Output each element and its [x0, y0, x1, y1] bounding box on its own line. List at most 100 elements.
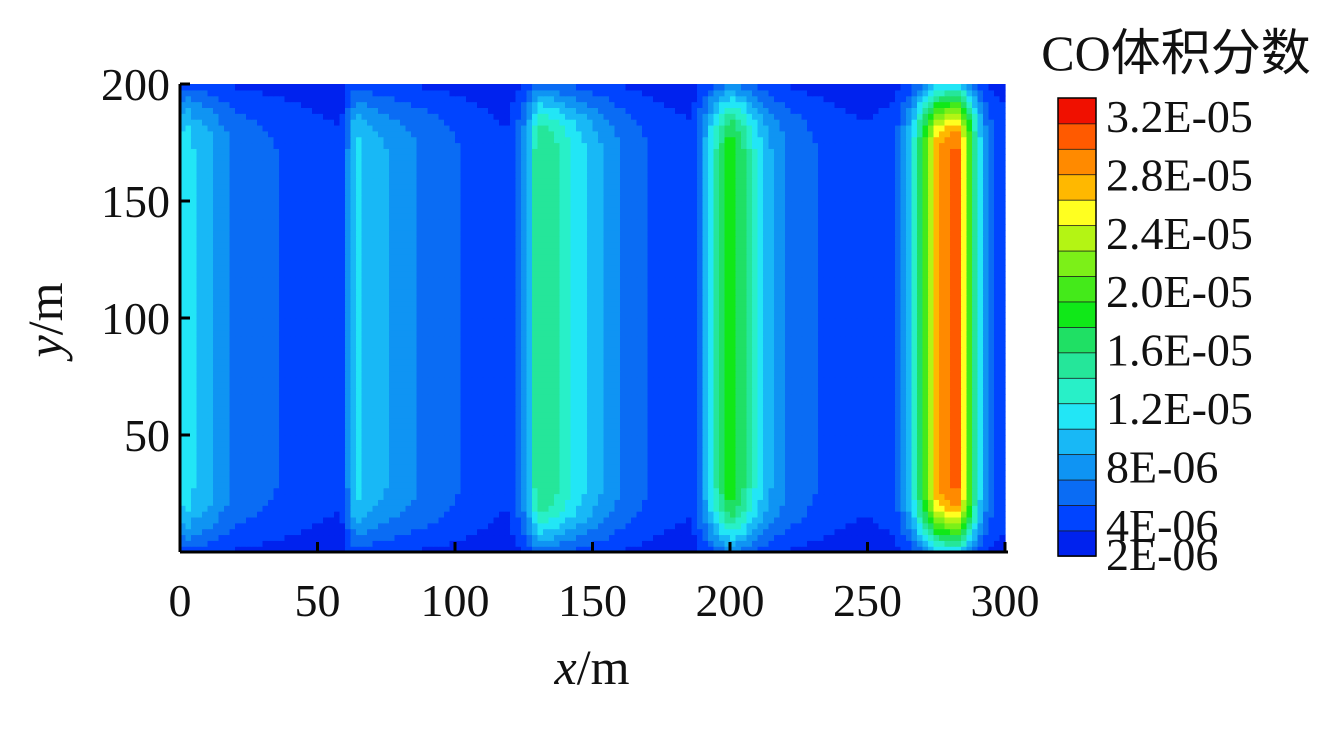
contour-cell: [411, 452, 418, 459]
contour-cell: [251, 516, 258, 524]
contour-cell: [631, 546, 638, 553]
contour-cell: [614, 522, 621, 530]
contour-cell: [290, 423, 297, 430]
contour-cell: [306, 364, 313, 372]
contour-cell: [460, 499, 467, 506]
contour-cell: [504, 370, 511, 378]
contour-cell: [653, 505, 660, 512]
contour-cell: [433, 511, 440, 518]
contour-cell: [565, 435, 572, 442]
contour-cell: [862, 364, 869, 372]
contour-cell: [658, 546, 665, 553]
contour-cell: [367, 516, 374, 524]
contour-cell: [790, 452, 797, 459]
contour-cell: [328, 546, 335, 553]
contour-cell: [834, 440, 841, 448]
contour-cell: [515, 382, 522, 389]
contour-cell: [526, 528, 533, 536]
contour-cell: [515, 405, 522, 413]
contour-cell: [928, 417, 935, 424]
contour-cell: [504, 528, 511, 536]
contour-cell: [257, 446, 264, 454]
contour-cell: [537, 540, 544, 547]
contour-cell: [548, 446, 555, 454]
contour-cell: [284, 493, 291, 500]
contour-cell: [724, 388, 731, 395]
contour-cell: [878, 528, 885, 536]
contour-cell: [191, 458, 198, 465]
contour-cell: [334, 546, 341, 553]
contour-cell: [609, 452, 616, 459]
contour-cell: [438, 370, 445, 378]
contour-cell: [757, 411, 764, 419]
contour-cell: [202, 522, 209, 530]
contour-cell: [416, 435, 423, 442]
contour-cell: [565, 382, 572, 389]
contour-cell: [763, 546, 770, 553]
contour-cell: [499, 446, 506, 454]
contour-cell: [675, 493, 682, 500]
contour-cell: [229, 370, 236, 378]
contour-cell: [257, 417, 264, 424]
contour-cell: [735, 452, 742, 459]
contour-cell: [532, 440, 539, 448]
contour-cell: [922, 505, 929, 512]
contour-cell: [317, 440, 324, 448]
contour-cell: [532, 458, 539, 465]
contour-cell: [510, 382, 517, 389]
contour-cell: [906, 411, 913, 419]
contour-cell: [554, 364, 561, 372]
contour-cell: [339, 516, 346, 524]
contour-cell: [746, 540, 753, 547]
contour-cell: [372, 376, 379, 383]
contour-cell: [477, 511, 484, 518]
contour-cell: [306, 499, 313, 506]
contour-cell: [719, 481, 726, 489]
contour-cell: [295, 458, 302, 465]
contour-cell: [510, 470, 517, 477]
contour-cell: [928, 435, 935, 442]
contour-cell: [944, 382, 951, 389]
contour-cell: [774, 493, 781, 500]
contour-cell: [433, 528, 440, 536]
contour-cell: [427, 405, 434, 413]
contour-cell: [361, 464, 368, 471]
contour-cell: [422, 458, 429, 465]
contour-cell: [735, 405, 742, 413]
contour-cell: [840, 411, 847, 419]
contour-cell: [741, 358, 748, 366]
contour-cell: [796, 458, 803, 465]
contour-cell: [554, 522, 561, 530]
contour-cell: [691, 429, 698, 436]
contour-cell: [950, 388, 957, 395]
contour-cell: [686, 534, 693, 541]
contour-cell: [405, 534, 412, 541]
contour-cell: [455, 382, 462, 389]
contour-cell: [620, 511, 627, 518]
contour-cell: [339, 353, 346, 360]
contour-cell: [922, 534, 929, 541]
contour-cell: [829, 440, 836, 448]
contour-cell: [427, 511, 434, 518]
contour-cell: [757, 499, 764, 506]
contour-cell: [686, 540, 693, 547]
contour-cell: [994, 388, 1001, 395]
contour-cell: [306, 546, 313, 553]
contour-cell: [422, 417, 429, 424]
contour-cell: [576, 388, 583, 395]
contour-cell: [746, 493, 753, 500]
contour-cell: [444, 464, 451, 471]
contour-cell: [383, 411, 390, 419]
contour-cell: [405, 394, 412, 401]
contour-cell: [576, 516, 583, 524]
contour-cell: [235, 376, 242, 383]
contour-cell: [653, 446, 660, 454]
contour-cell: [675, 423, 682, 430]
contour-cell: [378, 540, 385, 547]
contour-cell: [592, 528, 599, 536]
contour-cell: [559, 534, 566, 541]
contour-cell: [207, 481, 214, 489]
contour-cell: [999, 423, 1006, 430]
contour-cell: [840, 528, 847, 536]
contour-cell: [889, 464, 896, 471]
